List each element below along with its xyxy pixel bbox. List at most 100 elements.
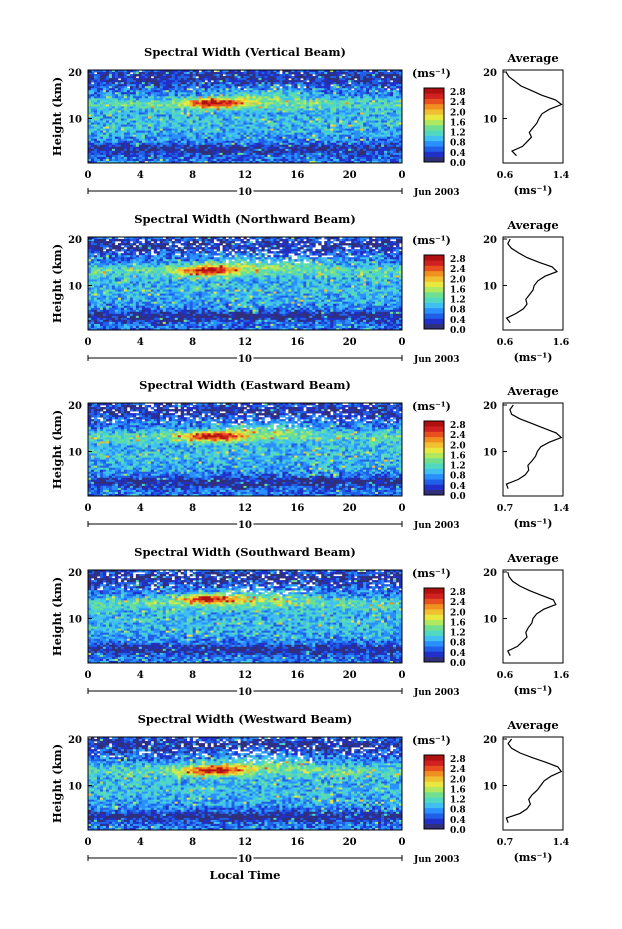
- heatmap-cell: [121, 139, 124, 141]
- heatmap-cell: [97, 135, 100, 137]
- heatmap-cell: [205, 88, 208, 90]
- heatmap-cell: [285, 114, 288, 116]
- heatmap-cell: [169, 92, 172, 94]
- heatmap-cell: [100, 119, 103, 121]
- heatmap-cell: [300, 84, 303, 86]
- heatmap-cell: [330, 92, 333, 94]
- heatmap-cell: [252, 74, 255, 76]
- heatmap-cell: [187, 76, 190, 78]
- heatmap-cell: [208, 139, 211, 141]
- heatmap-cell: [181, 121, 184, 123]
- y-tick-label: 10: [68, 115, 82, 126]
- heatmap-cell: [124, 147, 127, 149]
- heatmap-cell: [357, 155, 360, 157]
- heatmap-cell: [297, 141, 300, 143]
- heatmap-cell: [387, 119, 390, 121]
- heatmap-cell: [285, 96, 288, 98]
- heatmap-cell: [342, 108, 345, 110]
- heatmap-cell: [309, 157, 312, 159]
- heatmap-cell: [238, 84, 241, 86]
- heatmap-cell: [366, 127, 369, 129]
- heatmap-cell: [381, 143, 384, 145]
- heatmap-cell: [255, 86, 258, 88]
- heatmap-cell: [190, 72, 193, 74]
- heatmap-cell: [142, 119, 145, 121]
- heatmap-cell: [235, 90, 238, 92]
- heatmap-cell: [94, 141, 97, 143]
- heatmap-cell: [324, 131, 327, 133]
- heatmap-cell: [324, 119, 327, 121]
- heatmap-cell: [124, 88, 127, 90]
- heatmap-cell: [154, 84, 157, 86]
- heatmap-cell: [91, 147, 94, 149]
- heatmap-cell: [160, 159, 163, 161]
- heatmap-cell: [229, 78, 232, 80]
- heatmap-cell: [223, 98, 226, 100]
- heatmap-cell: [360, 90, 363, 92]
- heatmap-cell: [115, 127, 118, 129]
- heatmap-cell: [327, 157, 330, 159]
- heatmap-cell: [106, 153, 109, 155]
- heatmap-cell: [291, 149, 294, 151]
- heatmap-cell: [187, 159, 190, 161]
- heatmap-cell: [211, 127, 214, 129]
- heatmap-cell: [196, 80, 199, 82]
- heatmap-cell: [327, 151, 330, 153]
- heatmap-cell: [133, 72, 136, 74]
- heatmap-cell: [252, 155, 255, 157]
- heatmap-cell: [267, 117, 270, 119]
- heatmap-cell: [264, 151, 267, 153]
- heatmap-cell: [106, 145, 109, 147]
- heatmap-cell: [181, 90, 184, 92]
- heatmap-cell: [88, 149, 91, 151]
- heatmap-cell: [384, 137, 387, 139]
- heatmap-cell: [330, 76, 333, 78]
- heatmap-cell: [309, 127, 312, 129]
- heatmap-cell: [112, 72, 115, 74]
- heatmap-cell: [244, 141, 247, 143]
- heatmap-cell: [393, 139, 396, 141]
- heatmap-cell: [166, 155, 169, 157]
- heatmap-cell: [112, 92, 115, 94]
- heatmap-cell: [121, 94, 124, 96]
- heatmap-cell: [294, 108, 297, 110]
- heatmap-cell: [214, 110, 217, 112]
- heatmap-cell: [247, 153, 250, 155]
- heatmap-cell: [261, 96, 264, 98]
- heatmap-cell: [133, 121, 136, 123]
- heatmap-cell: [94, 157, 97, 159]
- heatmap-cell: [273, 76, 276, 78]
- heatmap-cell: [381, 129, 384, 131]
- heatmap-cell: [130, 102, 133, 104]
- heatmap-cell: [160, 100, 163, 102]
- heatmap-cell: [303, 90, 306, 92]
- heatmap-cell: [333, 157, 336, 159]
- heatmap-cell: [127, 98, 130, 100]
- heatmap-cell: [285, 159, 288, 161]
- heatmap-cell: [369, 86, 372, 88]
- heatmap-cell: [360, 121, 363, 123]
- heatmap-cell: [339, 155, 342, 157]
- heatmap-cell: [247, 157, 250, 159]
- heatmap-cell: [300, 141, 303, 143]
- heatmap-cell: [267, 106, 270, 108]
- heatmap-cell: [279, 94, 282, 96]
- heatmap-cell: [106, 106, 109, 108]
- heatmap-cell: [372, 139, 375, 141]
- heatmap-cell: [202, 149, 205, 151]
- heatmap-cell: [264, 104, 267, 106]
- heatmap-cell: [226, 98, 229, 100]
- heatmap-cell: [232, 96, 235, 98]
- heatmap-cell: [336, 145, 339, 147]
- heatmap-cell: [261, 110, 264, 112]
- heatmap-cell: [178, 135, 181, 137]
- heatmap-cell: [285, 104, 288, 106]
- heatmap-cell: [351, 137, 354, 139]
- heatmap-cell: [279, 139, 282, 141]
- heatmap-cell: [172, 135, 175, 137]
- heatmap-cell: [366, 131, 369, 133]
- heatmap-cell: [294, 86, 297, 88]
- heatmap-cell: [357, 72, 360, 74]
- heatmap-cell: [285, 131, 288, 133]
- heatmap-cell: [372, 112, 375, 114]
